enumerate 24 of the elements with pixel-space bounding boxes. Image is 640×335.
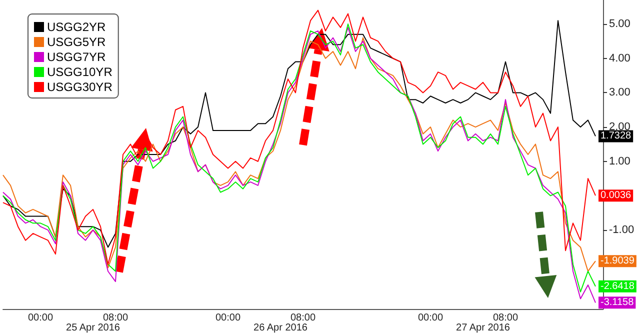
data-label: -1.9039 — [600, 256, 635, 267]
y-tick-label: 5.00 — [609, 18, 630, 30]
x-tick-label: 26 Apr 2016 — [254, 322, 308, 334]
legend-label: USGG10YR — [47, 65, 113, 79]
y-tick-label: -1.00 — [609, 224, 634, 236]
x-tick-label: 08:00 — [290, 312, 316, 324]
x-tick-label: 08:00 — [492, 312, 518, 324]
legend-label: USGG5YR — [47, 35, 106, 49]
y-tick-label: 1.00 — [609, 155, 630, 168]
data-label: -3.1158 — [600, 297, 634, 308]
legend-label: USGG7YR — [47, 50, 106, 64]
y-tick-label: 3.00 — [609, 86, 630, 99]
legend-label: USGG2YR — [47, 20, 106, 34]
x-tick-label: 27 Apr 2016 — [456, 322, 510, 334]
data-label: 1.7328 — [600, 130, 632, 142]
x-tick-label: 00:00 — [28, 312, 54, 324]
data-label: 0.0036 — [600, 190, 632, 202]
legend-label: USGG30YR — [47, 80, 113, 94]
y-tick-label: 4.00 — [609, 52, 630, 64]
x-tick-label: 08:00 — [102, 312, 128, 324]
x-tick-label: 00:00 — [418, 312, 444, 324]
x-tick-label: 25 Apr 2016 — [66, 322, 120, 334]
data-label: -2.6418 — [600, 280, 635, 292]
x-tick-label: 00:00 — [215, 312, 241, 324]
